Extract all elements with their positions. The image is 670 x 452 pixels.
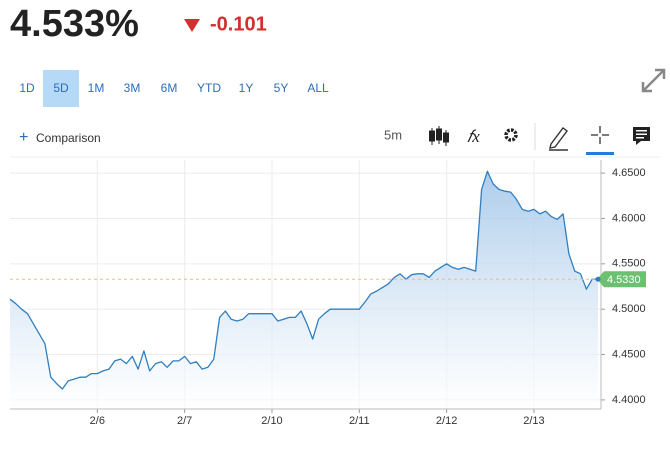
y-tick-label: 4.4500 <box>612 348 646 360</box>
y-tick-label: 4.5000 <box>612 303 646 315</box>
range-tab[interactable]: 5D <box>53 81 69 95</box>
fx-icon[interactable]: 𝑓x <box>467 127 480 146</box>
crosshair-icon[interactable] <box>591 126 609 144</box>
range-tab[interactable]: 5Y <box>274 81 289 95</box>
y-tick-label: 4.5500 <box>612 258 646 270</box>
quote: 4.533% <box>10 3 139 45</box>
range-tab[interactable]: ALL <box>307 81 329 95</box>
x-tick-label: 2/6 <box>90 415 105 427</box>
plot: 4.4000 4.4500 4.5000 4.5500 4.6000 4.6500 2/6 2… <box>9 160 646 427</box>
plus-icon[interactable]: + <box>19 129 28 146</box>
y-tick-label: 4.4000 <box>612 394 646 406</box>
x-tick-label: 2/11 <box>349 415 370 427</box>
last-point <box>595 276 601 282</box>
y-tick-label: 4.6500 <box>612 167 646 179</box>
area <box>10 171 598 409</box>
comment-icon[interactable] <box>633 127 650 145</box>
active-tool <box>586 152 614 155</box>
range-tab[interactable]: 3M <box>124 81 141 95</box>
last-value-label: 4.5330 <box>607 274 641 286</box>
y-tick-label: 4.6000 <box>612 212 646 224</box>
comparison[interactable]: Comparison <box>36 131 101 145</box>
range-tab[interactable]: YTD <box>197 81 221 95</box>
interval[interactable]: 5m <box>384 127 402 142</box>
x-tick-label: 2/12 <box>436 415 457 427</box>
x-tick-label: 2/13 <box>523 415 544 427</box>
settings-icon[interactable] <box>504 128 518 142</box>
x-tick-label: 2/7 <box>177 415 192 427</box>
range-tab[interactable]: 1Y <box>239 81 254 95</box>
last-value-badge <box>597 271 646 288</box>
selected-tab <box>43 70 79 107</box>
line <box>9 170 598 390</box>
draw-icon[interactable] <box>549 127 568 151</box>
expand-icon[interactable] <box>641 68 666 93</box>
range-tab[interactable]: 6M <box>161 81 178 95</box>
change: -0.101 <box>210 13 267 35</box>
down-arrow <box>184 19 200 32</box>
range-tab[interactable]: 1M <box>88 81 105 95</box>
range-tabs: 1D 5D 1M 3M 6M YTD 1Y 5Y ALL <box>19 70 329 107</box>
x-tick-label: 2/10 <box>261 415 282 427</box>
candles-icon[interactable] <box>429 126 449 146</box>
range-tab[interactable]: 1D <box>19 81 35 95</box>
